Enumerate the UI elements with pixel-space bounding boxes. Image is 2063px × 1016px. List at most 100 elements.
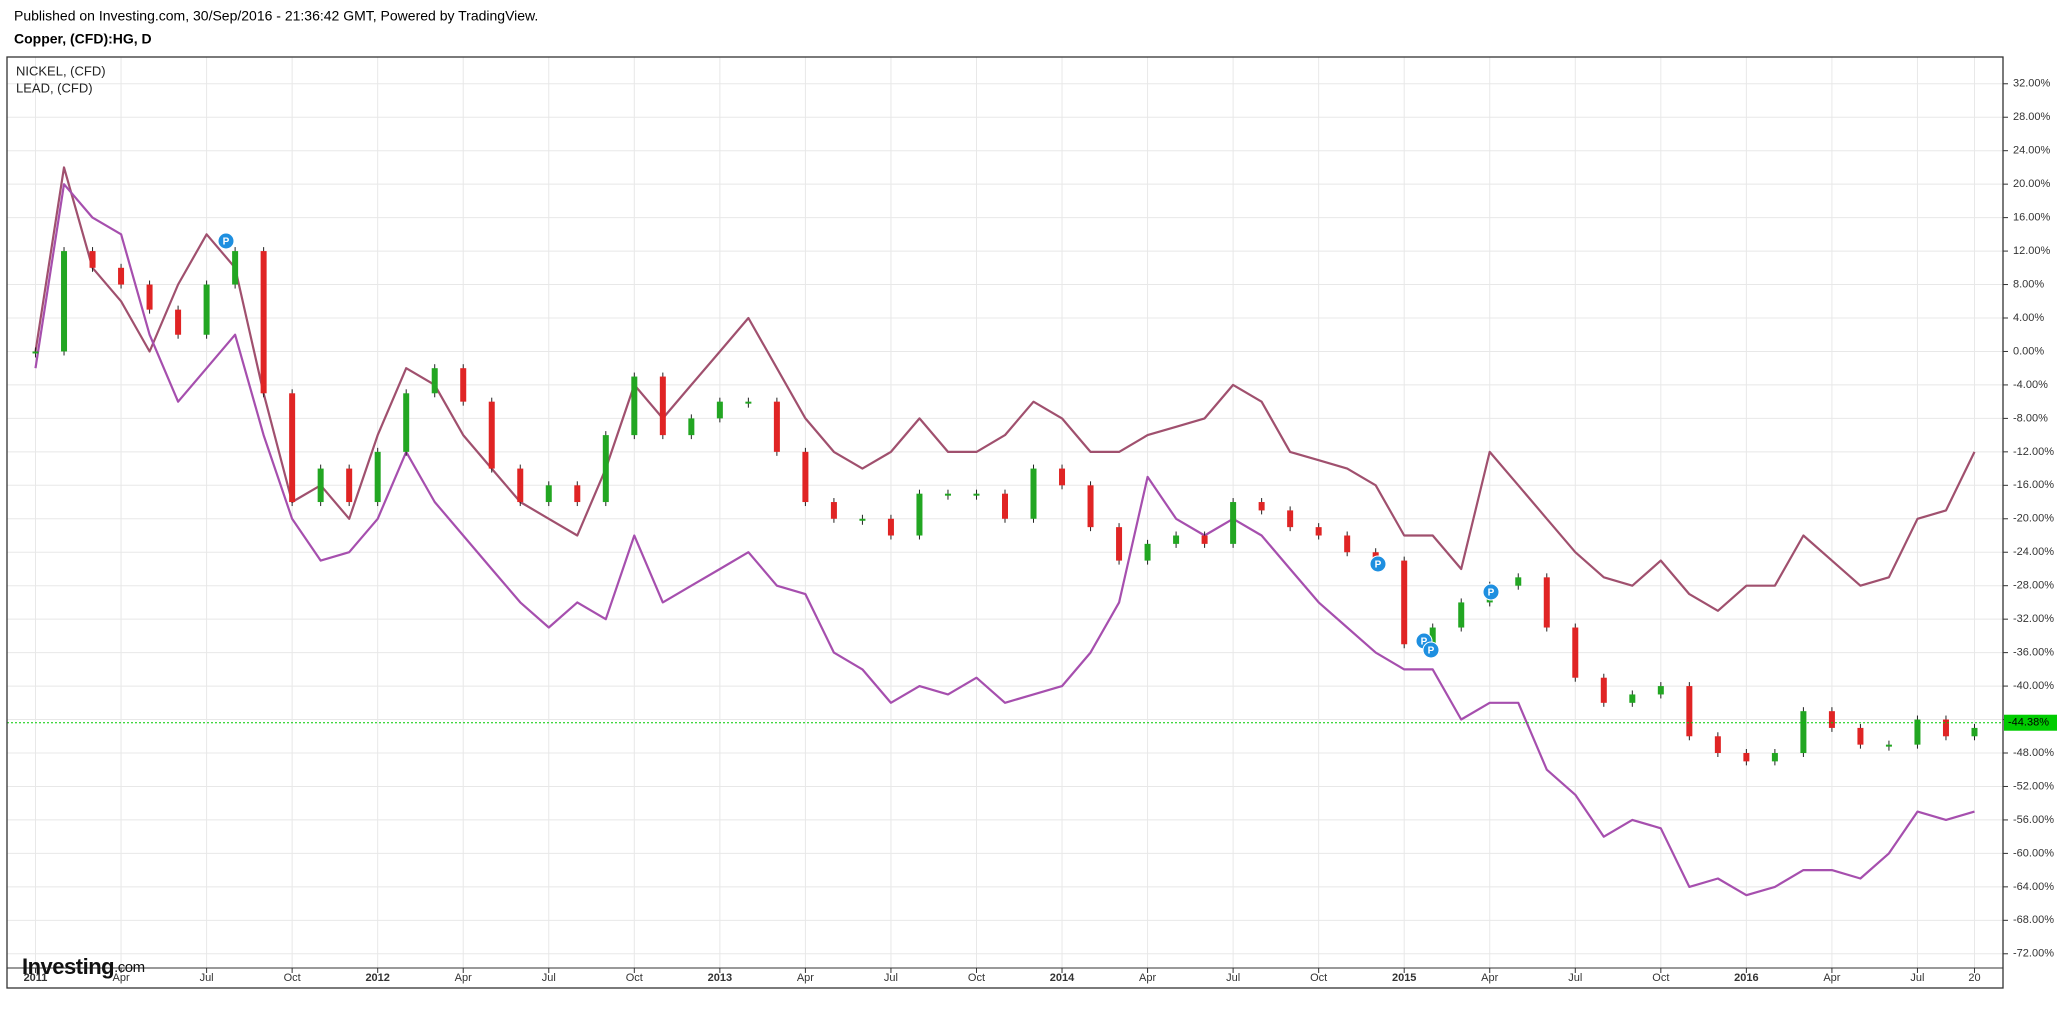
candle xyxy=(1287,510,1294,528)
candle xyxy=(688,418,695,436)
candle xyxy=(1344,535,1351,553)
x-tick-label: Apr xyxy=(1823,972,1840,984)
candle xyxy=(1657,686,1664,695)
y-tick-label: 28.00% xyxy=(2013,111,2051,123)
y-tick-label: -36.00% xyxy=(2013,647,2054,659)
x-tick-label: 2016 xyxy=(1734,972,1758,984)
candle xyxy=(1971,727,1978,737)
candle xyxy=(1686,686,1693,737)
candle xyxy=(431,368,438,394)
candle xyxy=(203,284,210,335)
x-tick-label: 2012 xyxy=(365,972,389,984)
y-tick-label: -20.00% xyxy=(2013,513,2054,525)
x-tick-label: Apr xyxy=(112,972,129,984)
candle xyxy=(1857,727,1864,745)
x-tick-label: Apr xyxy=(1139,972,1156,984)
legend-entry: NICKEL, (CFD) xyxy=(16,63,106,78)
candle xyxy=(1059,468,1066,486)
candle xyxy=(232,251,239,285)
legend: NICKEL, (CFD) LEAD, (CFD) xyxy=(16,63,106,95)
x-tick-label: 2013 xyxy=(708,972,732,984)
x-tick-label: Jul xyxy=(1226,972,1240,984)
candle xyxy=(1800,711,1807,754)
y-tick-label: -48.00% xyxy=(2013,747,2054,759)
candle xyxy=(517,468,524,503)
x-tick-label: Oct xyxy=(968,972,985,984)
candle xyxy=(659,376,666,436)
y-tick-label: 24.00% xyxy=(2013,145,2051,157)
x-tick-label: Jul xyxy=(200,972,214,984)
candle xyxy=(830,502,837,519)
candle xyxy=(1771,753,1778,762)
y-tick-label: -24.00% xyxy=(2013,546,2054,558)
y-tick-label: 12.00% xyxy=(2013,245,2051,257)
candle xyxy=(1144,543,1151,561)
x-tick-label: Jul xyxy=(884,972,898,984)
candle xyxy=(1828,711,1835,728)
candle xyxy=(488,401,495,469)
candle xyxy=(374,451,381,503)
x-tick-label: Oct xyxy=(1652,972,1669,984)
candle xyxy=(745,401,752,404)
candle xyxy=(545,485,552,503)
candle xyxy=(1600,677,1607,703)
logo: Investing.com xyxy=(22,954,145,979)
candle xyxy=(1087,485,1094,528)
annotation-marker xyxy=(1369,555,1387,573)
candle xyxy=(118,267,125,285)
annotation-label: P xyxy=(1428,646,1435,657)
candle xyxy=(887,518,894,536)
candle xyxy=(1173,535,1180,544)
legend-entry: LEAD, (CFD) xyxy=(16,80,93,95)
y-tick-label: -32.00% xyxy=(2013,613,2054,625)
y-tick-label: -28.00% xyxy=(2013,580,2054,592)
marks xyxy=(7,166,2003,897)
candle xyxy=(289,393,296,503)
y-tick-label: -60.00% xyxy=(2013,847,2054,859)
candle xyxy=(89,251,96,268)
y-tick-label: -4.00% xyxy=(2013,379,2048,391)
candle xyxy=(1458,602,1465,628)
x-tick-label: Oct xyxy=(284,972,301,984)
y-tick-label: 0.00% xyxy=(2013,345,2044,357)
candle xyxy=(631,376,638,436)
candle xyxy=(773,401,780,452)
x-tick-label: Oct xyxy=(1310,972,1327,984)
header: Published on Investing.com, 30/Sep/2016 … xyxy=(14,8,538,24)
y-tick-label: -8.00% xyxy=(2013,412,2048,424)
last-value-box xyxy=(2004,714,2057,731)
logo-suffix: .com xyxy=(114,959,145,976)
candle xyxy=(1629,694,1636,703)
annotation-label: P xyxy=(1375,560,1382,571)
x-tick-label: Apr xyxy=(455,972,472,984)
candle xyxy=(1429,627,1436,645)
y-tick-label: 4.00% xyxy=(2013,312,2044,324)
candle xyxy=(403,393,410,452)
y-tick-label: -16.00% xyxy=(2013,479,2054,491)
series-line xyxy=(34,183,1975,897)
candle xyxy=(1401,560,1408,645)
x-tick-label: Apr xyxy=(1481,972,1498,984)
candle xyxy=(1258,502,1265,511)
candle xyxy=(1914,719,1921,745)
candle xyxy=(1543,577,1550,628)
annotation-label: P xyxy=(1421,637,1428,648)
y-tick-label: -56.00% xyxy=(2013,814,2054,826)
y-tick-label: 20.00% xyxy=(2013,178,2051,190)
candle xyxy=(802,451,809,503)
annotation-label: P xyxy=(1488,588,1495,599)
candle xyxy=(1030,468,1037,519)
logo-main: Investing xyxy=(22,954,114,979)
candle xyxy=(973,493,980,496)
candle xyxy=(346,468,353,503)
candle xyxy=(1230,502,1237,544)
candle xyxy=(716,401,723,419)
series-line xyxy=(34,166,1976,612)
candle xyxy=(1002,493,1008,519)
candle xyxy=(175,309,182,335)
x-tick-label: Oct xyxy=(626,972,643,984)
annotation-marker xyxy=(217,232,235,250)
plot-frame xyxy=(6,56,2004,989)
